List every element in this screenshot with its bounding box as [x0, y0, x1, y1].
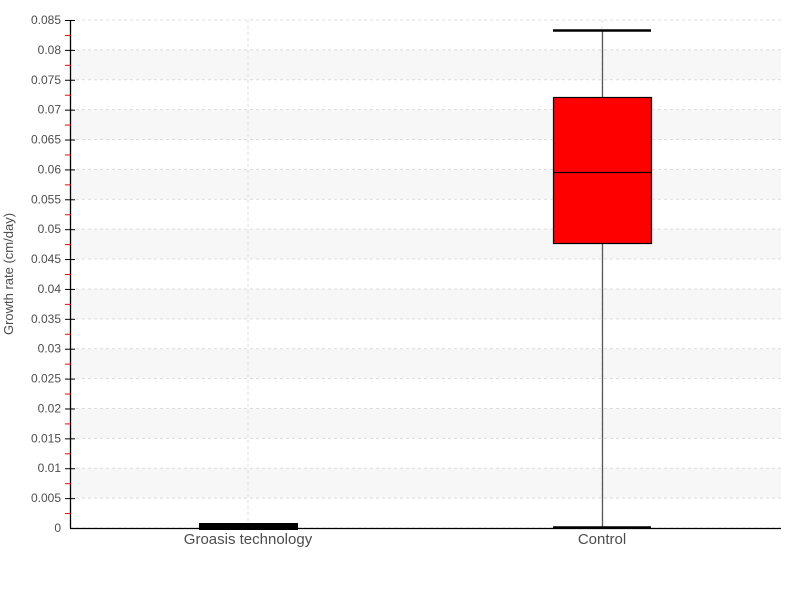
svg-text:0.085: 0.085	[31, 13, 61, 27]
svg-text:0.015: 0.015	[31, 431, 61, 445]
svg-text:0.075: 0.075	[31, 73, 61, 87]
svg-text:Control: Control	[578, 531, 626, 548]
svg-text:0.065: 0.065	[31, 133, 61, 147]
svg-text:0.025: 0.025	[31, 372, 61, 386]
svg-text:0.05: 0.05	[38, 222, 62, 236]
svg-text:0.005: 0.005	[31, 491, 61, 505]
svg-text:0.08: 0.08	[38, 43, 62, 57]
svg-text:0.055: 0.055	[31, 192, 61, 206]
svg-text:0.02: 0.02	[38, 401, 62, 415]
svg-text:0.06: 0.06	[38, 162, 62, 176]
svg-text:0.07: 0.07	[38, 103, 62, 117]
svg-text:0.04: 0.04	[38, 282, 62, 296]
svg-text:0.03: 0.03	[38, 342, 62, 356]
svg-text:Growth rate (cm/day): Growth rate (cm/day)	[1, 213, 16, 335]
svg-text:0.035: 0.035	[31, 312, 61, 326]
svg-text:Groasis technology: Groasis technology	[184, 531, 313, 548]
svg-text:0: 0	[54, 521, 61, 535]
svg-text:0.01: 0.01	[38, 461, 62, 475]
svg-text:0.045: 0.045	[31, 252, 61, 266]
